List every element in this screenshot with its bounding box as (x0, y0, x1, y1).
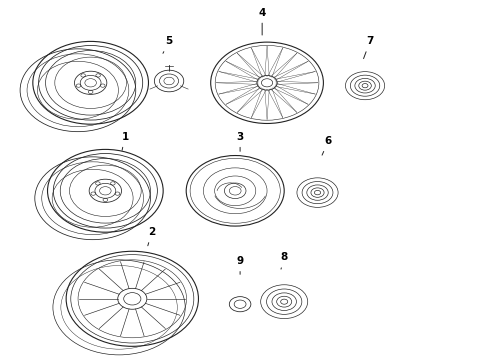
Text: 3: 3 (237, 132, 244, 151)
Text: 2: 2 (148, 227, 155, 246)
Text: 8: 8 (281, 252, 288, 269)
Text: 9: 9 (237, 256, 244, 274)
Text: 1: 1 (122, 132, 128, 150)
Text: 6: 6 (322, 136, 332, 155)
Text: 5: 5 (163, 36, 172, 53)
Text: 7: 7 (364, 36, 374, 59)
Text: 4: 4 (258, 8, 266, 35)
